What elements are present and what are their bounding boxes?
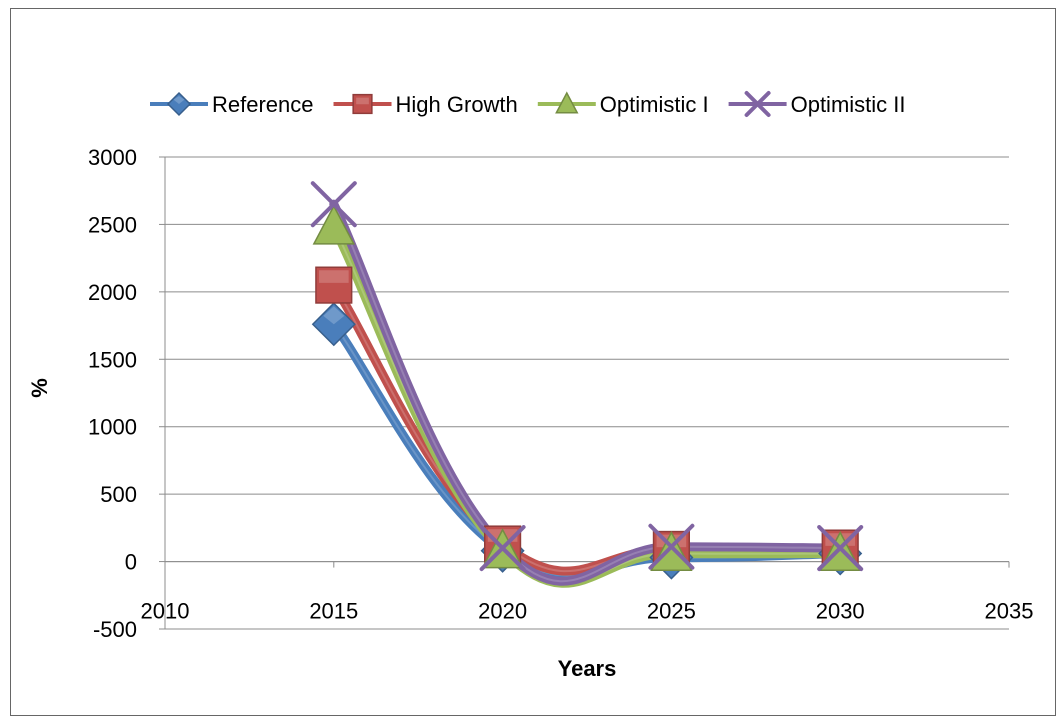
series-line-optimistic-i — [329, 222, 845, 588]
legend-label: Optimistic I — [600, 92, 709, 117]
legend-label: Reference — [212, 92, 314, 117]
legend-marker-high-growth-highlight — [356, 97, 369, 105]
x-axis-title: Years — [558, 656, 617, 681]
legend-marker-reference-highlight — [173, 96, 185, 104]
y-axis-title: % — [27, 378, 52, 398]
data-point-reference-highlight — [323, 306, 345, 325]
y-tick-label: 3000 — [88, 145, 137, 170]
data-point-high-growth-highlight — [318, 270, 349, 283]
data-point-optimistic-ii — [479, 525, 526, 572]
x-tick-label: 2010 — [141, 599, 190, 624]
legend-item-optimistic-i: Optimistic I — [537, 91, 709, 117]
legend-marker-optimistic-i — [555, 91, 579, 114]
chart-frame — [10, 8, 1056, 716]
x-tick-label: 2030 — [816, 599, 865, 624]
legend-label: Optimistic II — [791, 92, 906, 117]
series-line-optimistic-ii — [329, 199, 845, 586]
gridlines — [165, 156, 1009, 630]
legend-item-high-growth: High Growth — [333, 92, 518, 117]
y-tick-label: 500 — [100, 482, 137, 507]
x-tick-label: 2035 — [985, 599, 1034, 624]
series-line-sheen-optimistic-ii — [332, 203, 842, 583]
data-point-optimistic-i — [312, 204, 355, 245]
y-tick-label: -500 — [93, 617, 137, 642]
y-tick-label: 1000 — [88, 415, 137, 440]
data-point-optimistic-i — [650, 530, 693, 572]
legend-item-optimistic-ii: Optimistic II — [728, 91, 906, 117]
legend-item-reference: Reference — [150, 91, 314, 117]
x-tick-label: 2025 — [647, 599, 696, 624]
data-point-optimistic-ii — [310, 181, 357, 228]
y-tick-label: 0 — [125, 550, 137, 575]
x-tick-label: 2020 — [478, 599, 527, 624]
legend: Reference High Growth Optimistic I Optimist… — [150, 91, 906, 117]
axes: -500 0 500 1000 1500 2000 2500 3000 2010 2015 2020… — [88, 145, 1033, 642]
y-tick-label: 1500 — [88, 347, 137, 372]
y-tick-label: 2000 — [88, 280, 137, 305]
data-point-optimistic-ii — [648, 523, 695, 570]
legend-label: High Growth — [396, 92, 518, 117]
x-tick-label: 2015 — [309, 599, 358, 624]
series-line-reference — [329, 319, 845, 580]
series-markers — [310, 181, 864, 580]
data-point-optimistic-ii — [817, 525, 864, 572]
y-tick-label: 2500 — [88, 212, 137, 237]
series-line-high-growth — [329, 280, 845, 576]
legend-marker-optimistic-ii — [744, 91, 771, 117]
series-lines — [329, 199, 845, 588]
